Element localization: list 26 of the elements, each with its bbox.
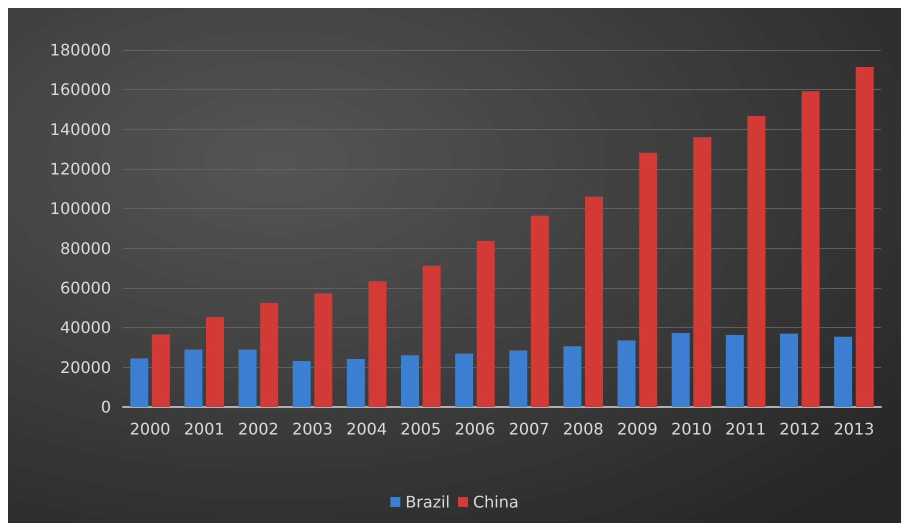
y-tick-label: 180000 (50, 40, 111, 60)
x-tick-label: 2006 (454, 420, 496, 438)
x-tick-label: 2013 (834, 420, 874, 438)
x-tick-label: 2003 (292, 420, 333, 438)
legend-label: Brazil (405, 492, 450, 512)
x-tick-label: 2002 (238, 420, 279, 438)
x-tick-label: 2000 (130, 420, 170, 438)
y-tick-label: 100000 (50, 199, 111, 218)
x-tick-label: 2008 (562, 420, 604, 438)
y-tick-label: 40000 (60, 318, 111, 338)
x-tick-label: 2007 (508, 420, 550, 438)
y-tick-label: 0 (100, 398, 111, 416)
x-tick-label: 2012 (779, 420, 820, 438)
x-tick-label: 2005 (400, 420, 442, 438)
y-tick-label: 140000 (50, 120, 111, 139)
y-tick-label: 80000 (60, 238, 111, 258)
x-tick-label: 2009 (617, 420, 658, 438)
y-tick-label: 20000 (60, 358, 111, 377)
x-tick-label: 2011 (725, 420, 766, 438)
legend-label: China (472, 492, 519, 512)
x-tick-label: 2010 (671, 420, 712, 438)
y-tick-label: 60000 (60, 278, 111, 298)
y-tick-label: 120000 (50, 160, 111, 178)
x-tick-label: 2004 (346, 420, 387, 438)
y-tick-label: 160000 (50, 80, 111, 100)
x-tick-label: 2001 (184, 420, 225, 438)
